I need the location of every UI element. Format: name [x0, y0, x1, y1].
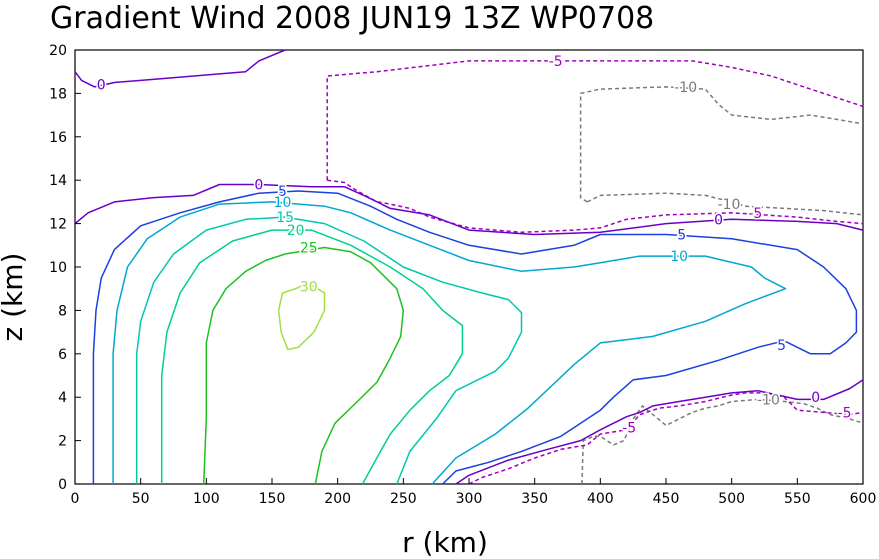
x-tick-label: 600	[850, 491, 877, 507]
contour-label: 25	[300, 240, 318, 256]
contour-line-0-2	[455, 379, 864, 485]
y-tick-label: 0	[58, 477, 67, 493]
x-tick-label: 50	[132, 491, 150, 507]
contour-line-minus10-0	[581, 398, 864, 485]
y-tick-label: 20	[49, 43, 67, 59]
contour-line-minus5-0	[468, 392, 864, 485]
contour-label: 15	[276, 210, 294, 226]
contour-label: 0	[714, 212, 723, 228]
y-tick-label: 4	[58, 390, 67, 406]
x-tick-label: 100	[193, 491, 220, 507]
contour-label: -5	[622, 421, 636, 437]
contour-line-minus10-1	[579, 86, 864, 203]
contour-label: -10	[757, 392, 780, 408]
x-tick-label: 150	[259, 491, 286, 507]
x-tick-label: 500	[718, 491, 745, 507]
contour-label: -5	[838, 405, 852, 421]
contour-label: 0	[811, 390, 820, 406]
contour-line-minus5-2	[327, 179, 864, 234]
x-tick-label: 350	[521, 491, 548, 507]
x-axis: 0 50 100 150 200 250 300 350 400 450 500 550 600	[71, 478, 877, 507]
x-axis-label: r (km)	[402, 526, 488, 559]
contour-line-20-0	[160, 229, 464, 485]
contour-label: -10	[718, 197, 741, 213]
contour-line-15-0	[135, 216, 523, 485]
contour-line-minus10-2	[586, 192, 864, 216]
contour-label: 10	[274, 195, 292, 211]
y-tick-label: 10	[49, 260, 67, 276]
contour-line-minus5-1	[326, 60, 864, 181]
contour-label: -5	[748, 206, 762, 222]
contour-line-10-0	[112, 201, 787, 485]
contour-line-0-0	[74, 49, 286, 88]
chart-title: Gradient Wind 2008 JUN19 13Z WP0708	[50, 1, 654, 36]
y-axis-label: z (km)	[0, 253, 29, 342]
contour-line-5-0	[92, 190, 858, 485]
contour-line-0-1	[74, 183, 864, 236]
contour-label: 10	[670, 249, 688, 265]
contour-label: -5	[549, 54, 563, 70]
contour-label: 5	[278, 184, 287, 200]
x-tick-label: 400	[587, 491, 614, 507]
contour-label: 30	[300, 280, 318, 296]
y-tick-label: 12	[49, 217, 67, 233]
contour-label: 0	[254, 178, 263, 194]
x-tick-label: 200	[324, 491, 351, 507]
contour-line-25-0	[202, 246, 405, 485]
contour-label: 0	[97, 78, 106, 94]
y-tick-label: 18	[49, 86, 67, 102]
plot-frame	[74, 49, 864, 485]
contour-line-30-0	[277, 283, 326, 351]
y-tick-label: 14	[49, 173, 67, 189]
x-tick-label: 450	[653, 491, 680, 507]
y-tick-label: 16	[49, 130, 67, 146]
y-tick-label: 8	[58, 303, 67, 319]
contour-label: -10	[674, 80, 697, 96]
y-axis: 0 2 4 6 8 10 12 14 16 18 20	[49, 43, 81, 493]
y-tick-label: 6	[58, 347, 67, 363]
contour-label: 5	[777, 338, 786, 354]
x-tick-label: 300	[456, 491, 483, 507]
contour-lines	[74, 49, 864, 485]
contour-label: 20	[287, 223, 305, 239]
x-tick-label: 250	[390, 491, 417, 507]
x-tick-label: 550	[784, 491, 811, 507]
x-tick-label: 0	[71, 491, 80, 507]
y-tick-label: 2	[58, 434, 67, 450]
contour-label: 5	[677, 227, 686, 243]
